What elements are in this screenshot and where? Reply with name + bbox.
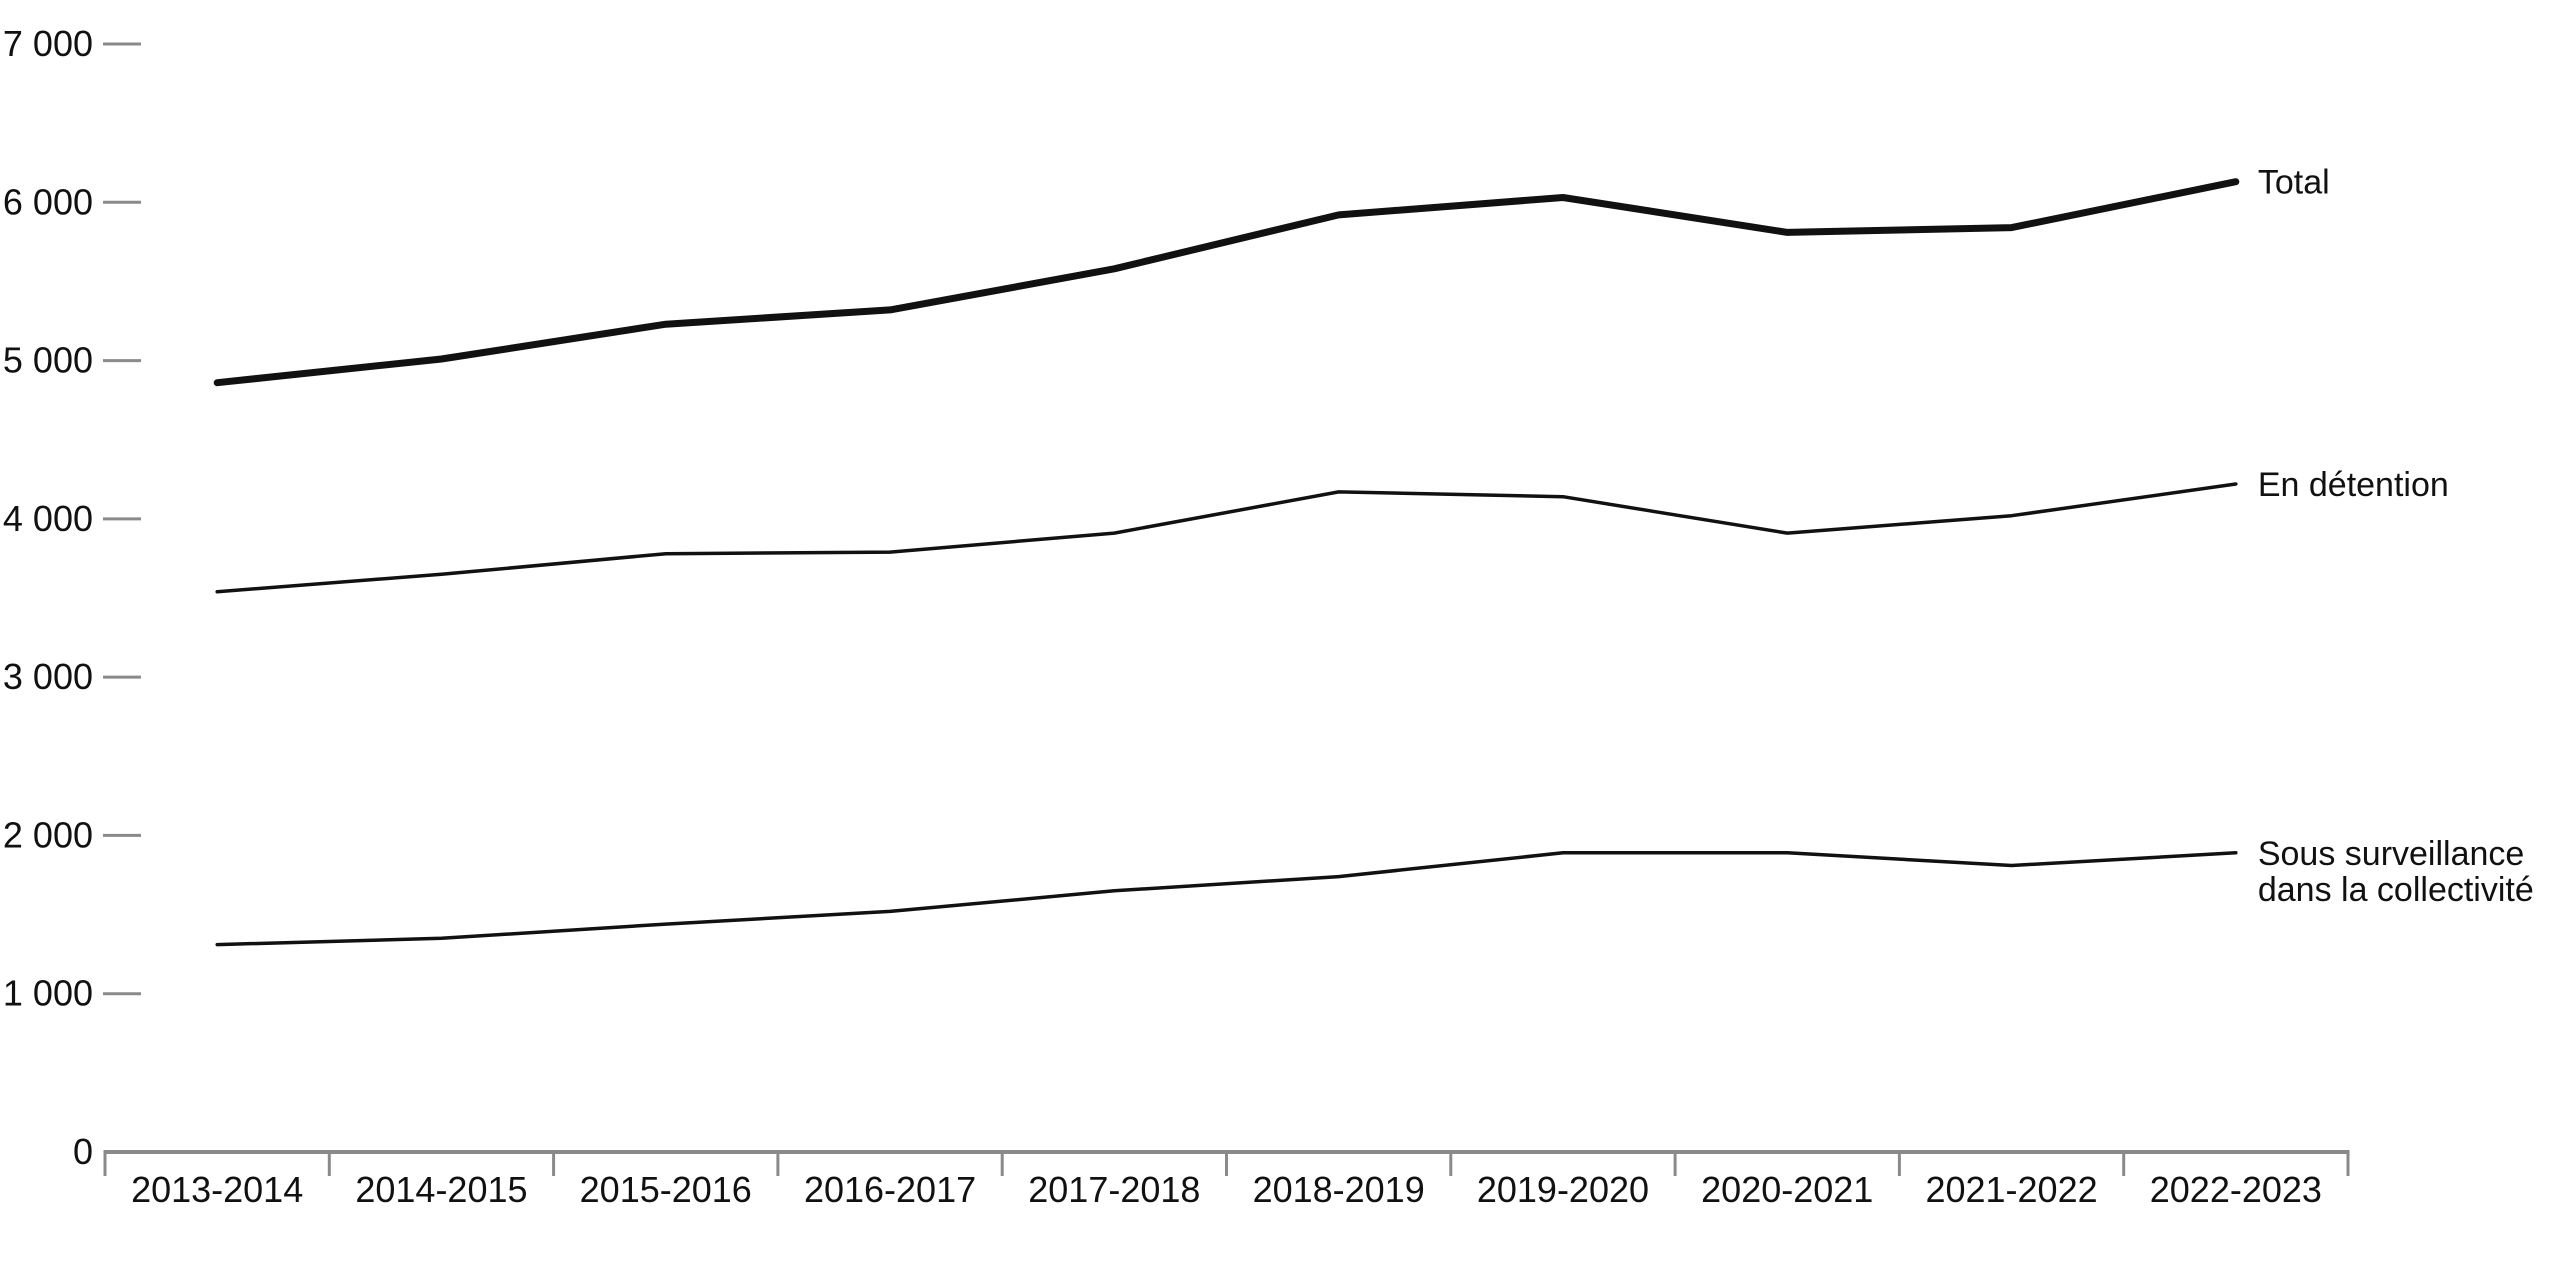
series-label-total: Total <box>2258 164 2330 202</box>
y-tick-label: 7 000 <box>3 23 93 64</box>
x-tick-label: 2017-2018 <box>1028 1169 1200 1210</box>
series-line-community <box>215 851 2238 947</box>
series-line-total <box>213 178 2240 387</box>
series-label-community: Sous surveillance <box>2258 835 2524 873</box>
series-line-detention <box>215 482 2238 594</box>
x-axis: 2013-2014 2014-2015 2015-2016 2016-2017 2017… <box>103 1150 2350 1210</box>
x-tick-label: 2019-2020 <box>1477 1169 1649 1210</box>
y-tick-label: 5 000 <box>3 340 93 381</box>
y-tick-label: 0 <box>73 1131 93 1172</box>
series-label-community: dans la collectivité <box>2258 871 2534 909</box>
series-label-detention: En détention <box>2258 466 2449 504</box>
x-tick-label: 2014-2015 <box>355 1169 527 1210</box>
y-tick-label: 6 000 <box>3 181 93 222</box>
x-tick-label: 2015-2016 <box>580 1169 752 1210</box>
x-tick-label: 2013-2014 <box>131 1169 303 1210</box>
x-tick-label: 2018-2019 <box>1253 1169 1425 1210</box>
y-tick-label: 4 000 <box>3 498 93 539</box>
x-tick-label: 2021-2022 <box>1925 1169 2097 1210</box>
x-tick-label: 2022-2023 <box>2150 1169 2322 1210</box>
y-tick-label: 2 000 <box>3 814 93 855</box>
y-axis: 0 1 000 2 000 3 000 4 000 5 000 6 000 7 000 <box>3 23 141 1172</box>
x-tick-label: 2016-2017 <box>804 1169 976 1210</box>
x-tick-label: 2020-2021 <box>1701 1169 1873 1210</box>
y-tick-label: 1 000 <box>3 973 93 1014</box>
series-layer <box>213 178 2240 947</box>
y-tick-label: 3 000 <box>3 656 93 697</box>
